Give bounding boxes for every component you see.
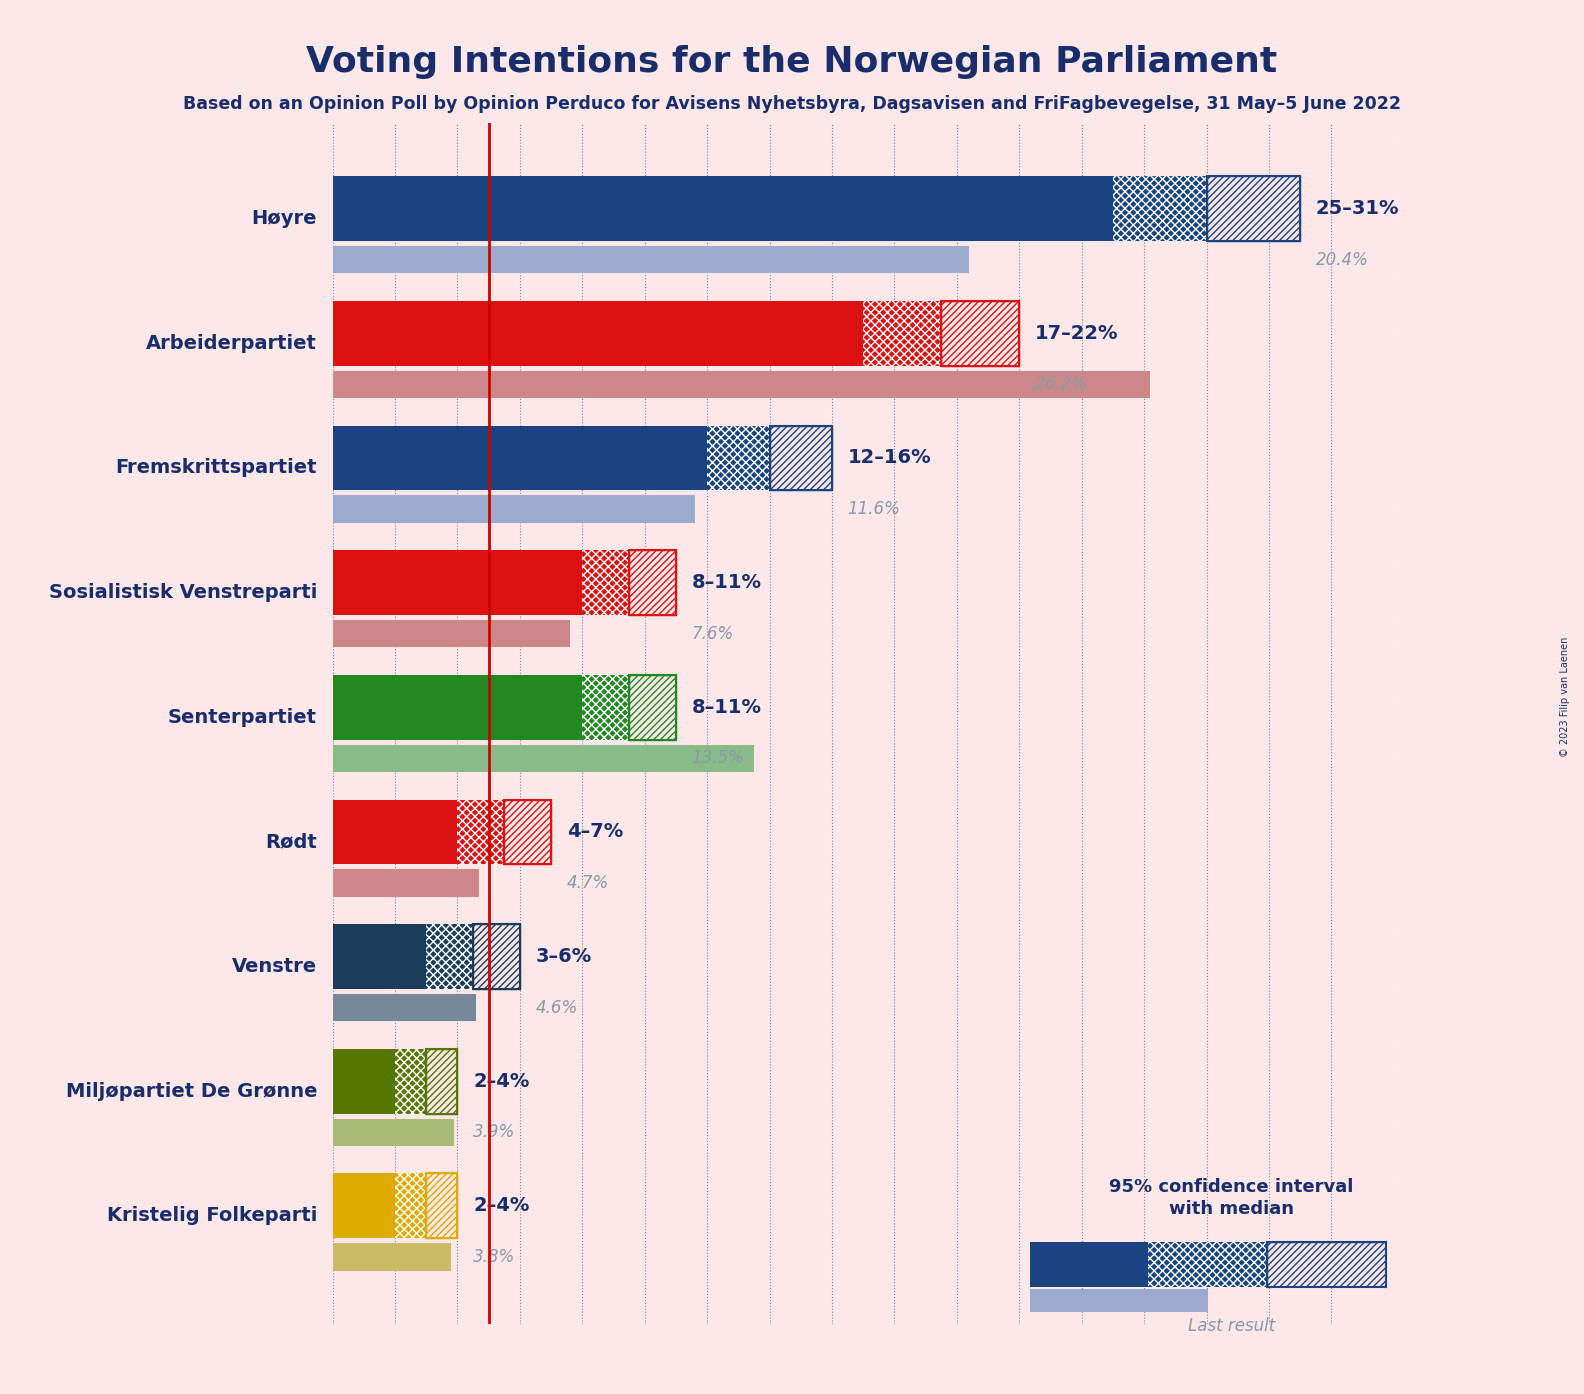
Text: 95% confidence interval
with median: 95% confidence interval with median xyxy=(1109,1178,1354,1218)
Text: Venstre: Venstre xyxy=(231,958,317,976)
Bar xyxy=(583,675,629,740)
Text: Senterpartiet: Senterpartiet xyxy=(168,708,317,726)
Bar xyxy=(333,800,458,864)
Bar xyxy=(333,1118,455,1146)
Bar xyxy=(426,1174,458,1238)
Bar xyxy=(333,744,754,772)
Bar xyxy=(1207,176,1300,241)
Text: Based on an Opinion Poll by Opinion Perduco for Avisens Nyhetsbyra, Dagsavisen a: Based on an Opinion Poll by Opinion Perd… xyxy=(184,95,1400,113)
Text: 3.8%: 3.8% xyxy=(474,1248,515,1266)
Text: 12–16%: 12–16% xyxy=(847,449,931,467)
Bar xyxy=(706,425,770,491)
Bar xyxy=(333,1174,394,1238)
Text: 17–22%: 17–22% xyxy=(1034,323,1118,343)
Text: Fremskrittspartiet: Fremskrittspartiet xyxy=(116,459,317,478)
Bar xyxy=(504,800,551,864)
Text: Rødt: Rødt xyxy=(265,832,317,852)
Text: 20.4%: 20.4% xyxy=(1316,251,1369,269)
Text: 3–6%: 3–6% xyxy=(535,947,592,966)
Text: 2–4%: 2–4% xyxy=(474,1196,529,1216)
Bar xyxy=(458,800,504,864)
Bar xyxy=(333,301,863,365)
Bar xyxy=(504,800,551,864)
Bar xyxy=(333,495,695,523)
Text: Last result: Last result xyxy=(1188,1317,1275,1335)
Text: © 2023 Filip van Laenen: © 2023 Filip van Laenen xyxy=(1560,637,1570,757)
Text: Arbeiderpartiet: Arbeiderpartiet xyxy=(146,333,317,353)
Bar xyxy=(426,1174,458,1238)
Bar xyxy=(333,924,426,988)
Bar xyxy=(333,1243,451,1271)
Text: 8–11%: 8–11% xyxy=(692,573,762,592)
Text: Høyre: Høyre xyxy=(252,209,317,229)
Bar xyxy=(333,620,570,647)
Bar xyxy=(629,551,676,615)
Bar xyxy=(426,1048,458,1114)
Bar xyxy=(426,924,474,988)
Bar xyxy=(629,551,676,615)
Bar xyxy=(474,924,520,988)
Text: 3.9%: 3.9% xyxy=(474,1124,515,1142)
Bar xyxy=(941,301,1020,365)
Bar xyxy=(333,425,706,491)
Text: 11.6%: 11.6% xyxy=(847,500,901,519)
Bar xyxy=(333,1048,394,1114)
Text: 8–11%: 8–11% xyxy=(692,698,762,717)
Text: 4.7%: 4.7% xyxy=(567,874,608,892)
Bar xyxy=(333,247,969,273)
Text: 7.6%: 7.6% xyxy=(692,625,733,643)
Bar xyxy=(333,371,1150,399)
Bar xyxy=(426,1048,458,1114)
Bar xyxy=(333,176,1114,241)
Bar xyxy=(770,425,832,491)
Bar xyxy=(394,1048,426,1114)
Bar xyxy=(394,1174,426,1238)
Bar xyxy=(474,924,520,988)
Text: Sosialistisk Venstreparti: Sosialistisk Venstreparti xyxy=(49,583,317,602)
Text: 25–31%: 25–31% xyxy=(1316,199,1399,219)
Text: 4.6%: 4.6% xyxy=(535,998,578,1016)
Bar xyxy=(941,301,1020,365)
Text: Kristelig Folkeparti: Kristelig Folkeparti xyxy=(106,1206,317,1225)
Bar xyxy=(333,675,583,740)
Bar xyxy=(333,994,477,1022)
Text: 13.5%: 13.5% xyxy=(692,750,744,767)
Bar xyxy=(583,551,629,615)
Bar xyxy=(629,675,676,740)
Text: 2–4%: 2–4% xyxy=(474,1072,529,1090)
Bar xyxy=(863,301,941,365)
Text: Voting Intentions for the Norwegian Parliament: Voting Intentions for the Norwegian Parl… xyxy=(306,45,1278,78)
Text: 4–7%: 4–7% xyxy=(567,822,623,842)
Bar xyxy=(333,551,583,615)
Bar xyxy=(770,425,832,491)
Bar xyxy=(629,675,676,740)
Bar xyxy=(1114,176,1207,241)
Bar xyxy=(333,870,480,896)
Bar xyxy=(1207,176,1300,241)
Text: 26.2%: 26.2% xyxy=(1034,375,1088,393)
Text: Miljøpartiet De Grønne: Miljøpartiet De Grønne xyxy=(65,1082,317,1101)
